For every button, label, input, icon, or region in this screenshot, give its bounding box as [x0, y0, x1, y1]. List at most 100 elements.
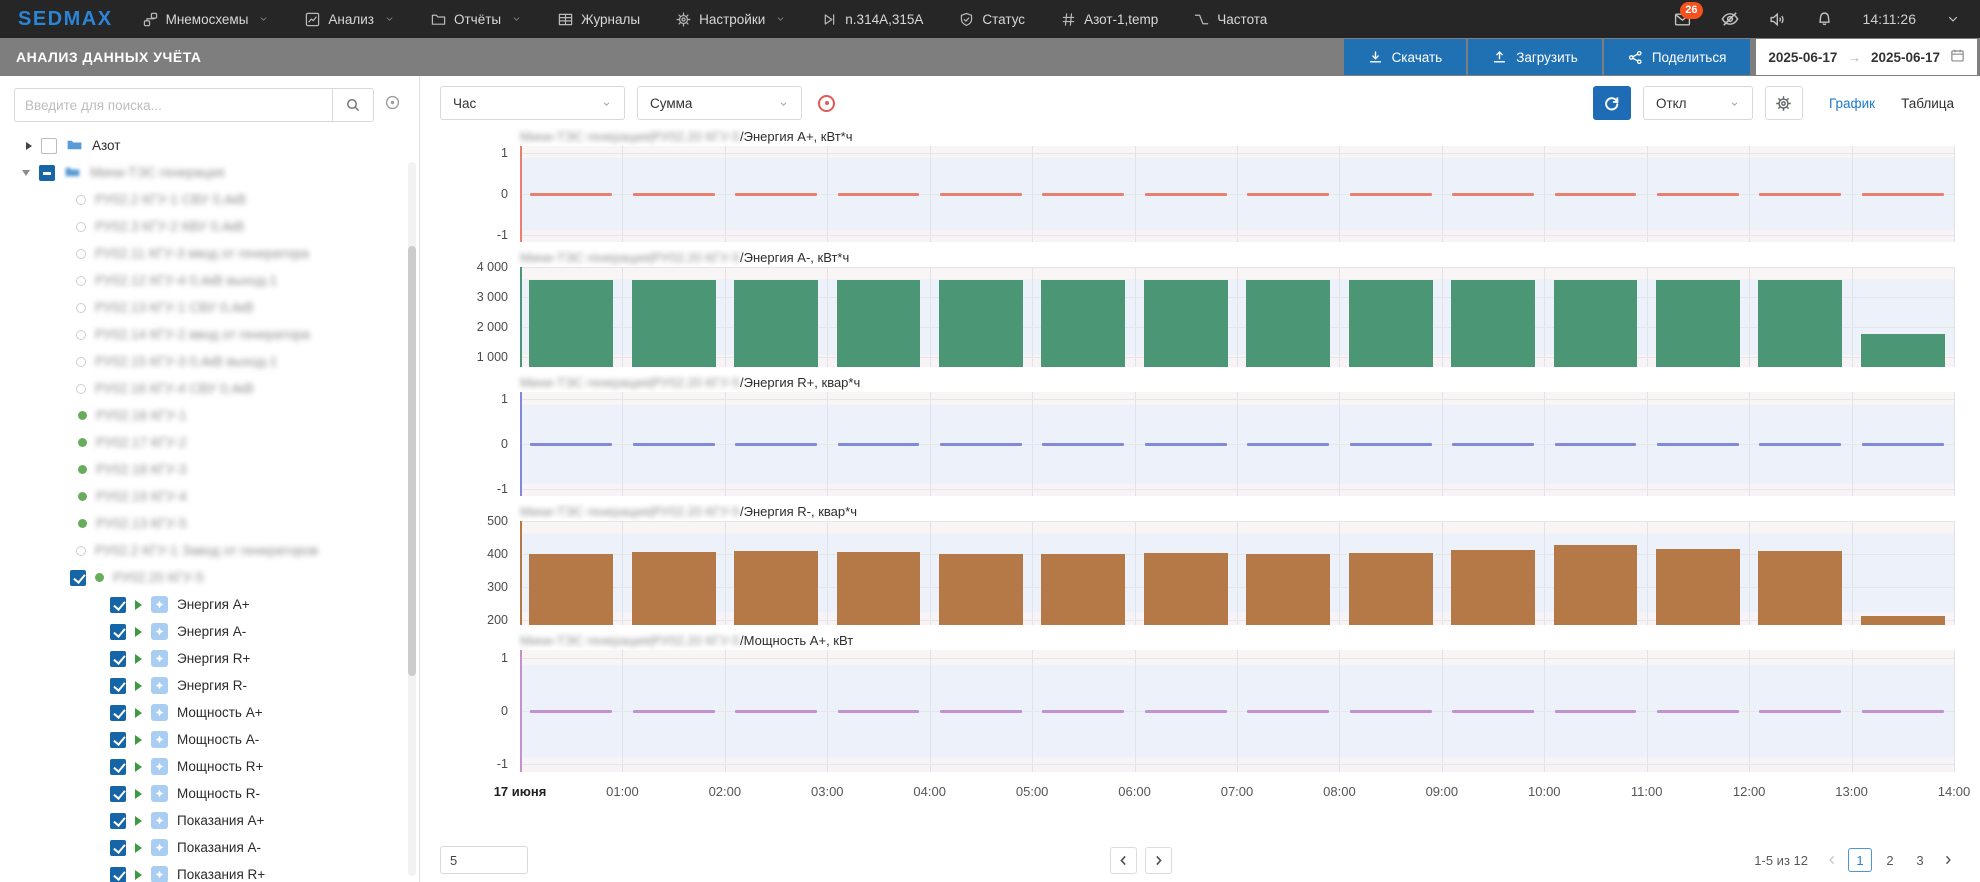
tree-blur-green-1[interactable]: РУ02.17 КГУ-2 — [14, 429, 401, 456]
page-1[interactable]: 1 — [1847, 848, 1872, 872]
tree-blur-long-1[interactable]: РУ02.3 КГУ-2 КВУ 0,4кВ — [14, 213, 401, 240]
date-to[interactable]: 2025-06-17 — [1870, 49, 1940, 65]
tree-signal-7[interactable]: Мощность R- — [14, 780, 401, 807]
menu-mnemo[interactable]: Мнемосхемы — [143, 12, 270, 27]
interval-select[interactable]: Час — [440, 86, 625, 120]
caret-right-icon[interactable] — [26, 141, 32, 150]
caret-down-icon[interactable] — [22, 169, 30, 176]
checkbox-checked[interactable] — [110, 650, 126, 667]
pagination-next[interactable] — [1942, 854, 1954, 866]
checkbox-indeterminate[interactable] — [39, 164, 55, 181]
checkbox-checked[interactable] — [110, 677, 126, 694]
menu-frequency[interactable]: Частота — [1194, 12, 1267, 27]
caret-right-icon[interactable] — [135, 788, 142, 799]
page-2[interactable]: 2 — [1886, 852, 1894, 868]
page-size-input[interactable] — [440, 846, 528, 874]
caret-right-icon[interactable] — [135, 869, 142, 880]
mail-button[interactable]: 26 — [1674, 1, 1703, 28]
checkbox-unchecked[interactable] — [41, 137, 57, 154]
download-button[interactable]: Скачать — [1343, 39, 1467, 75]
caret-right-icon[interactable] — [135, 707, 142, 718]
pagination-prev[interactable] — [1826, 854, 1838, 866]
checkbox-checked[interactable] — [110, 758, 126, 775]
caret-right-icon[interactable] — [135, 626, 142, 637]
onoff-select[interactable]: Откл — [1642, 86, 1753, 120]
tree-signal-0[interactable]: Энергия A+ — [14, 591, 401, 618]
search-button[interactable] — [332, 88, 374, 122]
caret-right-icon[interactable] — [135, 842, 142, 853]
menu-analysis[interactable]: Анализ — [305, 12, 395, 27]
tree-blur-long-6[interactable]: РУ02.15 КГУ-3 0,4кВ выход-1 — [14, 348, 401, 375]
refresh-button[interactable] — [1592, 86, 1631, 120]
date-from[interactable]: 2025-06-17 — [1768, 49, 1838, 65]
tree-blur-green-3[interactable]: РУ02.19 КГУ-4 — [14, 483, 401, 510]
page-3[interactable]: 3 — [1916, 852, 1924, 868]
prev-charts-button[interactable] — [1110, 846, 1138, 874]
tree-blur-long-99[interactable]: РУ02.2 КГУ-1 Завод от генераторов — [14, 537, 401, 564]
tree-blur-green-2[interactable]: РУ02.18 КГУ-3 — [14, 456, 401, 483]
chart-plot[interactable] — [520, 146, 1955, 242]
menu-reports[interactable]: Отчёты — [431, 12, 522, 27]
upload-button[interactable]: Загрузить — [1468, 39, 1602, 75]
caret-right-icon[interactable] — [135, 680, 142, 691]
tree-device[interactable]: РУ02.20 КГУ-5 — [14, 564, 401, 591]
user-menu-button[interactable] — [1946, 13, 1960, 25]
tree-blur-green-0[interactable]: РУ02.16 КГУ-1 — [14, 402, 401, 429]
volume-button[interactable] — [1769, 11, 1786, 28]
checkbox-checked[interactable] — [110, 704, 126, 721]
tree-blur-long-4[interactable]: РУ02.13 КГУ-1 СВУ 0,4кВ — [14, 294, 401, 321]
sedmax-logo[interactable]: SEDMAX — [18, 7, 113, 30]
tree-blur-long-5[interactable]: РУ02.14 КГУ-2 ввод от генератора — [14, 321, 401, 348]
checkbox-checked[interactable] — [110, 731, 126, 748]
checkbox-checked[interactable] — [70, 569, 86, 586]
tab-chart[interactable]: График — [1828, 95, 1876, 111]
tree-blur-long-2[interactable]: РУ02.11 КГУ-3 ввод от генератора — [14, 240, 401, 267]
next-charts-button[interactable] — [1145, 846, 1173, 874]
aggregate-select[interactable]: Сумма — [637, 86, 802, 120]
chart-plot[interactable] — [520, 521, 1955, 625]
caret-right-icon[interactable] — [135, 734, 142, 745]
chart-plot[interactable] — [520, 392, 1955, 496]
menu-tags[interactable]: Азот-1,temp — [1061, 12, 1158, 27]
tree-blur-long-3[interactable]: РУ02.12 КГУ-4 0,4кВ выход-1 — [14, 267, 401, 294]
date-range-picker[interactable]: 2025-06-17 → 2025-06-17 — [1756, 39, 1977, 75]
menu-marker[interactable]: n.314A,315A — [822, 12, 923, 27]
chart-settings-button[interactable] — [1764, 86, 1803, 120]
tree-root[interactable]: Азот — [14, 132, 401, 159]
tree-signal-9[interactable]: Показания A- — [14, 834, 401, 861]
chart-plot[interactable] — [520, 267, 1955, 367]
menu-status[interactable]: Статус — [959, 12, 1025, 27]
checkbox-checked[interactable] — [110, 839, 126, 856]
share-button[interactable]: Поделиться — [1603, 39, 1751, 75]
tree-signal-1[interactable]: Энергия A- — [14, 618, 401, 645]
checkbox-checked[interactable] — [110, 785, 126, 802]
tree-blur-long-7[interactable]: РУ02.16 КГУ-4 СВУ 0,4кВ — [14, 375, 401, 402]
notifications-button[interactable] — [1816, 11, 1833, 28]
tree-parent[interactable]: Мини-ТЭС генерация — [14, 159, 401, 186]
tree-signal-5[interactable]: Мощность A- — [14, 726, 401, 753]
tree-signal-3[interactable]: Энергия R- — [14, 672, 401, 699]
tree-signal-6[interactable]: Мощность R+ — [14, 753, 401, 780]
checkbox-checked[interactable] — [110, 623, 126, 640]
tree-blur-long-0[interactable]: РУ02.2 КГУ-1 СВУ 0,4кВ — [14, 186, 401, 213]
caret-right-icon[interactable] — [135, 815, 142, 826]
caret-right-icon[interactable] — [135, 761, 142, 772]
tree-signal-10[interactable]: Показания R+ — [14, 861, 401, 882]
tree-blur-green-4[interactable]: РУ02.13 КГУ-5 — [14, 510, 401, 537]
warning-indicator-icon[interactable] — [818, 94, 835, 112]
caret-right-icon[interactable] — [135, 653, 142, 664]
checkbox-checked[interactable] — [110, 596, 126, 613]
tree-signal-4[interactable]: Мощность A+ — [14, 699, 401, 726]
checkbox-checked[interactable] — [110, 812, 126, 829]
caret-right-icon[interactable] — [135, 599, 142, 610]
tree-signal-2[interactable]: Энергия R+ — [14, 645, 401, 672]
search-input[interactable] — [14, 88, 332, 122]
collapse-tree-button[interactable] — [384, 94, 401, 116]
tree-signal-8[interactable]: Показания A+ — [14, 807, 401, 834]
tab-table[interactable]: Таблица — [1901, 95, 1954, 111]
sidebar-scrollbar-thumb[interactable] — [408, 246, 416, 676]
menu-settings[interactable]: Настройки — [676, 12, 786, 27]
menu-journals[interactable]: Журналы — [558, 12, 640, 27]
chart-plot[interactable] — [520, 650, 1955, 772]
eye-off-button[interactable] — [1721, 10, 1739, 28]
